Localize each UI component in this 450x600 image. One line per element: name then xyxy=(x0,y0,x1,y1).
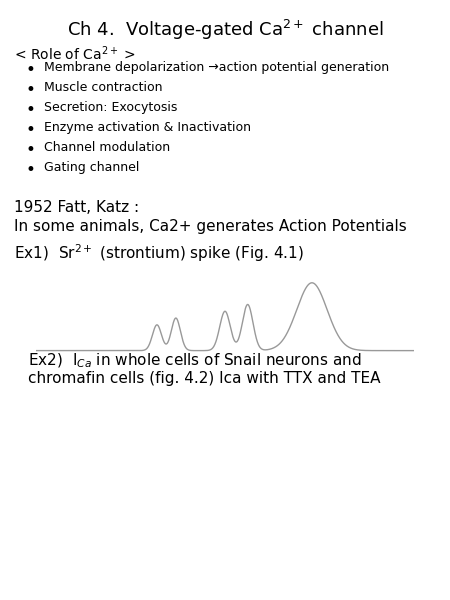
Text: •: • xyxy=(25,101,35,119)
Text: •: • xyxy=(25,161,35,179)
Text: Gating channel: Gating channel xyxy=(44,161,140,174)
Text: Channel modulation: Channel modulation xyxy=(44,141,170,154)
Text: •: • xyxy=(25,81,35,99)
Text: Ex2)  I$_{Ca}$ in whole cells of Snail neurons and: Ex2) I$_{Ca}$ in whole cells of Snail ne… xyxy=(28,352,361,370)
Text: Enzyme activation & Inactivation: Enzyme activation & Inactivation xyxy=(44,121,251,134)
Text: Muscle contraction: Muscle contraction xyxy=(44,81,162,94)
Text: Secretion: Exocytosis: Secretion: Exocytosis xyxy=(44,101,177,114)
Text: 1952 Fatt, Katz :: 1952 Fatt, Katz : xyxy=(14,200,139,215)
Text: < Role of Ca$^{2+}$ >: < Role of Ca$^{2+}$ > xyxy=(14,44,136,62)
Text: Ex1)  Sr$^{2+}$ (strontium) spike (Fig. 4.1): Ex1) Sr$^{2+}$ (strontium) spike (Fig. 4… xyxy=(14,242,304,263)
Text: •: • xyxy=(25,61,35,79)
Text: •: • xyxy=(25,121,35,139)
Text: Ch 4.  Voltage-gated Ca$^{2+}$ channel: Ch 4. Voltage-gated Ca$^{2+}$ channel xyxy=(67,18,383,42)
Text: •: • xyxy=(25,141,35,159)
Text: chromafin cells (fig. 4.2) Ica with TTX and TEA: chromafin cells (fig. 4.2) Ica with TTX … xyxy=(28,371,381,386)
Text: In some animals, Ca2+ generates Action Potentials: In some animals, Ca2+ generates Action P… xyxy=(14,219,407,234)
Text: Membrane depolarization →action potential generation: Membrane depolarization →action potentia… xyxy=(44,61,389,74)
